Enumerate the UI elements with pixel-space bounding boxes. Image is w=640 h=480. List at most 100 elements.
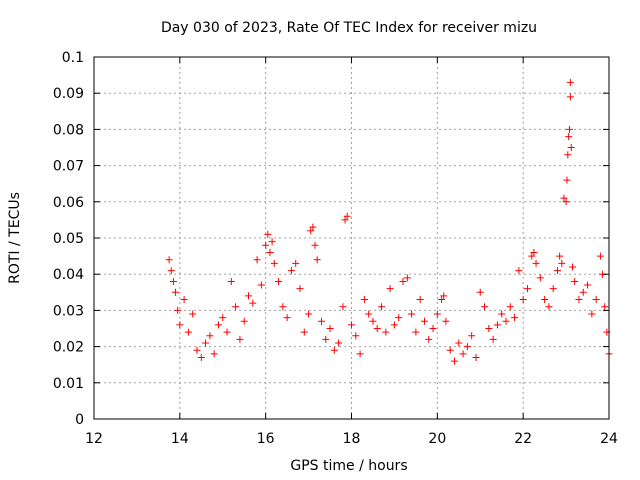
data-point <box>399 277 407 285</box>
data-point <box>309 223 317 231</box>
y-tick-label: 0.04 <box>53 267 84 283</box>
x-tick-label: 22 <box>514 431 532 447</box>
data-point <box>335 339 343 347</box>
data-point <box>300 328 308 336</box>
data-point <box>365 310 373 318</box>
data-point <box>545 303 553 311</box>
data-point <box>279 303 287 311</box>
data-point <box>240 317 248 325</box>
data-point <box>515 267 523 275</box>
data-point <box>519 296 527 304</box>
data-point <box>197 353 205 361</box>
x-tick-label: 16 <box>257 431 275 447</box>
data-point <box>566 125 574 133</box>
data-point <box>566 78 574 86</box>
data-point <box>511 314 519 322</box>
data-point <box>189 310 197 318</box>
y-tick-label: 0.09 <box>53 86 84 102</box>
data-point <box>588 310 596 318</box>
data-point <box>172 288 180 296</box>
data-point <box>176 321 184 329</box>
y-tick-label: 0.07 <box>53 159 84 175</box>
axes: 12 14 16 18 20 22 24 0 0.01 0.02 0.03 0.04 0.05 0.06 0… <box>53 50 618 447</box>
data-point <box>506 303 514 311</box>
y-tick-label: 0.03 <box>53 303 84 319</box>
data-point <box>455 339 463 347</box>
data-point <box>446 346 454 354</box>
data-point <box>549 285 557 293</box>
data-point <box>412 328 420 336</box>
data-point <box>433 310 441 318</box>
data-point <box>493 321 501 329</box>
data-point <box>584 281 592 289</box>
data-point <box>596 252 604 260</box>
data-point <box>442 317 450 325</box>
data-point <box>174 306 182 314</box>
data-point <box>481 303 489 311</box>
y-axis-label: ROTI / TECUs <box>7 192 23 284</box>
data-point <box>232 303 240 311</box>
data-point <box>554 267 561 275</box>
data-point <box>541 296 549 304</box>
data-point <box>253 256 261 264</box>
x-tick-label: 12 <box>85 431 103 447</box>
data-point <box>440 292 448 300</box>
data-point <box>266 248 274 256</box>
data-point <box>257 281 265 289</box>
data-point <box>451 357 458 365</box>
data-point <box>472 353 480 361</box>
data-point <box>283 314 291 322</box>
data-point <box>249 299 257 307</box>
y-tick-label: 0.05 <box>53 231 84 247</box>
data-point <box>560 194 568 202</box>
data-point <box>528 252 536 260</box>
data-point <box>311 241 319 249</box>
data-point <box>330 346 338 354</box>
data-point <box>530 248 538 256</box>
data-point <box>536 274 544 282</box>
data-point <box>219 314 227 322</box>
data-point <box>562 198 570 206</box>
data-point <box>307 227 315 235</box>
data-point <box>532 259 540 267</box>
data-point <box>498 310 506 318</box>
data-point <box>416 296 424 304</box>
data-point <box>463 343 471 351</box>
data-point <box>575 296 583 304</box>
data-point <box>352 332 360 340</box>
data-point <box>485 325 493 332</box>
data-point <box>206 332 214 340</box>
data-point <box>369 317 377 325</box>
data-point <box>378 303 386 311</box>
data-point <box>563 176 571 184</box>
y-tick-label: 0.08 <box>53 122 84 138</box>
data-point <box>564 151 572 159</box>
data-point <box>322 335 330 343</box>
data-point <box>502 317 510 325</box>
data-point <box>184 328 192 336</box>
data-point <box>558 259 566 267</box>
data-point <box>270 259 278 267</box>
data-point <box>571 277 579 285</box>
data-point <box>403 274 411 282</box>
data-point <box>275 277 283 285</box>
data-point <box>566 93 574 101</box>
data-point <box>382 328 390 336</box>
data-point <box>343 212 351 220</box>
data-point <box>214 321 222 329</box>
data-point <box>210 350 218 358</box>
data-point <box>339 303 347 311</box>
data-point <box>459 350 467 358</box>
data-point <box>356 350 364 358</box>
data-point <box>408 310 416 318</box>
data-point <box>565 133 573 141</box>
grid <box>94 57 609 419</box>
data-point <box>438 296 446 304</box>
y-tick-label: 0.01 <box>53 376 84 392</box>
data-point <box>264 230 272 238</box>
data-point <box>262 241 270 249</box>
data-point <box>601 303 609 311</box>
data-point <box>476 288 484 296</box>
data-point <box>287 267 295 275</box>
